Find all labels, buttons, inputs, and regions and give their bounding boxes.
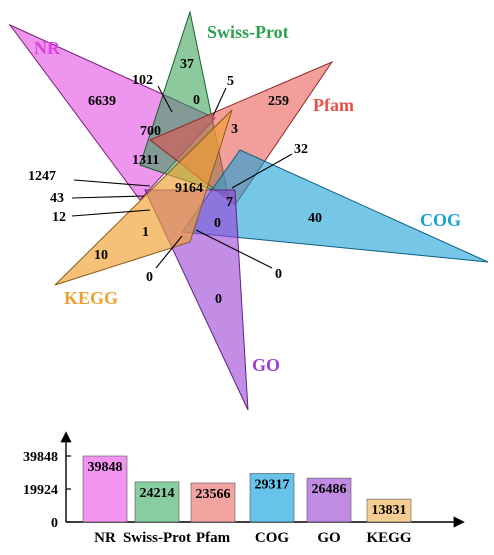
- bar-value-label: 24214: [140, 486, 175, 501]
- leader-line-0-right: [195, 229, 273, 269]
- region-label: 700: [140, 124, 161, 139]
- region-label: 32: [294, 142, 308, 157]
- set-label-go: GO: [252, 355, 280, 375]
- leader-line-5: [212, 87, 227, 117]
- set-label-pfam: Pfam: [313, 95, 354, 115]
- bar: [134, 481, 180, 523]
- region-label: 1311: [132, 153, 159, 168]
- region-label: 102: [132, 73, 153, 88]
- bar-value-label: 13831: [372, 503, 407, 518]
- bar-value-label: 23566: [196, 487, 231, 502]
- set-label-nr: NR: [34, 38, 61, 58]
- bar-value-label: 39848: [88, 460, 123, 475]
- region-label: 7: [226, 195, 233, 210]
- region-label: 12: [52, 210, 66, 225]
- set-label-swiss-prot: Swiss-Prot: [207, 22, 289, 42]
- x-category-label: KEGG: [366, 530, 411, 546]
- bar: [306, 477, 352, 523]
- leader-line-0-left: [155, 235, 183, 269]
- leader-line-102: [157, 85, 173, 113]
- x-category-label: NR: [94, 530, 116, 546]
- venn-set-labels: NR Swiss-Prot Pfam COG GO KEGG: [34, 22, 461, 375]
- venn-petals: [8, 10, 489, 411]
- bar: [190, 482, 236, 523]
- region-label: 10: [94, 248, 108, 263]
- region-label: 37: [180, 57, 194, 72]
- region-label: 3: [231, 122, 238, 137]
- region-label: 0: [146, 270, 153, 285]
- region-label: 0: [214, 216, 221, 231]
- bar-chart: 39848 19924 0 39848 NR 24214 Swiss-Prot 23566 P…: [23, 431, 465, 546]
- region-label: 259: [268, 94, 289, 109]
- leader-line-1247: [73, 179, 151, 187]
- x-category-label: GO: [317, 530, 340, 546]
- venn-petal-kegg: [54, 109, 233, 286]
- y-tick-label: 0: [51, 516, 58, 531]
- y-tick-label: 39848: [23, 450, 58, 465]
- x-category-label: Pfam: [196, 530, 231, 546]
- region-label: 0: [193, 93, 200, 108]
- y-tick-label: 19924: [23, 483, 58, 498]
- bar: [82, 455, 128, 523]
- region-label: 6639: [88, 94, 116, 109]
- bar-value-label: 29317: [255, 477, 290, 492]
- x-category-label: Swiss-Prot: [123, 530, 191, 546]
- venn-region-labels: 6639 102 37 5 0 259 3 700 1311 32 9164 7…: [28, 57, 322, 307]
- region-label: 40: [308, 211, 322, 226]
- region-label: 0: [275, 267, 282, 282]
- leader-line-32: [231, 153, 293, 189]
- set-label-kegg: KEGG: [64, 288, 118, 308]
- region-label: 1247: [28, 169, 56, 184]
- leader-line-43: [71, 195, 145, 199]
- region-label: 9164: [175, 181, 203, 196]
- region-label: 5: [227, 74, 234, 89]
- bar: [366, 498, 412, 523]
- bar-value-label: 26486: [312, 482, 347, 497]
- bar: [249, 473, 295, 523]
- region-label: 43: [50, 191, 64, 206]
- region-label: 1: [142, 225, 149, 240]
- leader-lines: [71, 85, 293, 269]
- x-category-label: COG: [255, 530, 290, 546]
- leader-line-12: [71, 209, 151, 217]
- region-label: 0: [215, 292, 222, 307]
- set-label-cog: COG: [420, 210, 461, 230]
